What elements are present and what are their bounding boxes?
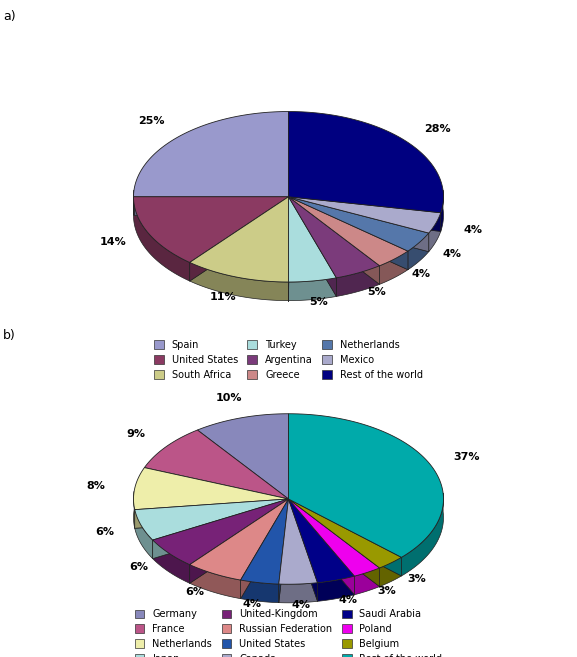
Polygon shape bbox=[241, 499, 288, 584]
Polygon shape bbox=[279, 499, 317, 584]
Polygon shape bbox=[133, 491, 135, 528]
Polygon shape bbox=[288, 196, 380, 284]
Polygon shape bbox=[133, 112, 288, 196]
Polygon shape bbox=[288, 196, 429, 251]
Polygon shape bbox=[135, 510, 153, 558]
Text: 28%: 28% bbox=[425, 124, 451, 134]
Text: 5%: 5% bbox=[367, 286, 386, 297]
Polygon shape bbox=[288, 499, 380, 587]
Polygon shape bbox=[241, 580, 279, 602]
Polygon shape bbox=[133, 196, 288, 215]
Text: 6%: 6% bbox=[130, 562, 149, 572]
Polygon shape bbox=[288, 196, 429, 252]
Polygon shape bbox=[336, 265, 380, 296]
Polygon shape bbox=[380, 557, 402, 587]
Polygon shape bbox=[153, 499, 288, 558]
Polygon shape bbox=[190, 499, 288, 583]
Polygon shape bbox=[279, 499, 288, 602]
Polygon shape bbox=[190, 196, 288, 281]
Polygon shape bbox=[288, 499, 402, 576]
Legend: Germany, France, Netherlands, Japan, United-Kingdom, Russian Federation, United : Germany, France, Netherlands, Japan, Uni… bbox=[134, 609, 443, 657]
Polygon shape bbox=[190, 196, 288, 282]
Polygon shape bbox=[144, 430, 288, 499]
Text: 10%: 10% bbox=[215, 393, 242, 403]
Polygon shape bbox=[133, 196, 288, 262]
Text: 11%: 11% bbox=[209, 292, 236, 302]
Text: 4%: 4% bbox=[291, 600, 310, 610]
Text: 3%: 3% bbox=[378, 585, 396, 596]
Polygon shape bbox=[288, 499, 354, 595]
Text: 8%: 8% bbox=[87, 481, 106, 491]
Text: 5%: 5% bbox=[309, 297, 328, 307]
Polygon shape bbox=[279, 583, 317, 603]
Polygon shape bbox=[133, 196, 288, 215]
Polygon shape bbox=[288, 196, 429, 252]
Text: 6%: 6% bbox=[186, 587, 205, 597]
Text: 3%: 3% bbox=[407, 574, 426, 584]
Polygon shape bbox=[288, 414, 444, 557]
Text: 37%: 37% bbox=[453, 451, 479, 462]
Polygon shape bbox=[288, 196, 380, 284]
Polygon shape bbox=[288, 499, 402, 568]
Polygon shape bbox=[288, 499, 380, 587]
Polygon shape bbox=[135, 499, 288, 528]
Polygon shape bbox=[153, 540, 190, 583]
Polygon shape bbox=[288, 499, 354, 583]
Text: 6%: 6% bbox=[95, 527, 114, 537]
Legend: Spain, United States, South Africa, Turkey, Argentina, Greece, Netherlands, Mexi: Spain, United States, South Africa, Turk… bbox=[154, 340, 423, 380]
Text: b): b) bbox=[3, 328, 16, 342]
Polygon shape bbox=[288, 499, 317, 601]
Text: 9%: 9% bbox=[126, 428, 145, 439]
Polygon shape bbox=[288, 278, 336, 301]
Polygon shape bbox=[288, 499, 402, 576]
Polygon shape bbox=[288, 196, 408, 265]
Polygon shape bbox=[380, 251, 408, 284]
Polygon shape bbox=[133, 196, 190, 281]
Polygon shape bbox=[354, 568, 380, 595]
Polygon shape bbox=[288, 196, 336, 296]
Polygon shape bbox=[288, 196, 441, 233]
Polygon shape bbox=[288, 196, 408, 269]
Polygon shape bbox=[190, 196, 288, 281]
Polygon shape bbox=[288, 196, 408, 269]
Text: 4%: 4% bbox=[339, 595, 358, 605]
Polygon shape bbox=[153, 499, 288, 558]
Polygon shape bbox=[135, 499, 288, 528]
Polygon shape bbox=[288, 499, 380, 576]
Polygon shape bbox=[197, 414, 288, 499]
Polygon shape bbox=[190, 499, 288, 583]
Polygon shape bbox=[288, 196, 336, 296]
Polygon shape bbox=[288, 196, 441, 231]
Text: a): a) bbox=[3, 10, 16, 23]
Text: 4%: 4% bbox=[463, 225, 482, 235]
Polygon shape bbox=[288, 499, 317, 601]
Polygon shape bbox=[241, 499, 288, 599]
Text: 4%: 4% bbox=[443, 249, 462, 259]
Polygon shape bbox=[241, 499, 288, 599]
Polygon shape bbox=[429, 213, 441, 252]
Polygon shape bbox=[288, 196, 336, 282]
Polygon shape bbox=[190, 499, 288, 580]
Text: 14%: 14% bbox=[100, 237, 126, 247]
Text: 4%: 4% bbox=[411, 269, 430, 279]
Polygon shape bbox=[190, 262, 288, 301]
Polygon shape bbox=[317, 576, 354, 601]
Polygon shape bbox=[135, 499, 288, 540]
Polygon shape bbox=[402, 493, 444, 576]
Text: 25%: 25% bbox=[138, 116, 165, 126]
Polygon shape bbox=[441, 190, 444, 231]
Text: 4%: 4% bbox=[243, 599, 262, 608]
Polygon shape bbox=[288, 196, 380, 278]
Polygon shape bbox=[190, 564, 241, 599]
Polygon shape bbox=[133, 468, 288, 510]
Polygon shape bbox=[153, 499, 288, 564]
Polygon shape bbox=[288, 196, 441, 231]
Polygon shape bbox=[288, 112, 444, 213]
Polygon shape bbox=[279, 499, 288, 602]
Polygon shape bbox=[288, 499, 354, 595]
Polygon shape bbox=[408, 233, 429, 269]
